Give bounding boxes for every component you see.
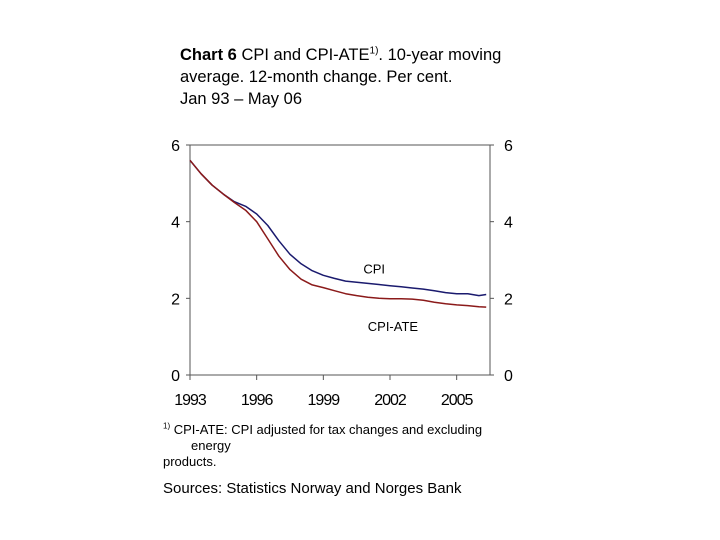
plot-frame xyxy=(189,144,491,376)
y-tick-label-right: 4 xyxy=(504,215,513,232)
series-layer xyxy=(189,159,487,308)
series-line-cpi-ate xyxy=(189,159,487,308)
footnote-text-a: CPI-ATE: CPI adjusted for tax changes an… xyxy=(170,422,483,437)
y-tick-label-right: 0 xyxy=(504,368,513,385)
y-tick-label-left: 2 xyxy=(171,291,180,308)
y-axis-left: 0 2 4 6 xyxy=(171,138,190,385)
series-label: CPI-ATE xyxy=(368,319,419,334)
x-tick-label: 1999 xyxy=(308,392,341,409)
series-line-cpi xyxy=(189,159,487,297)
footnote: 1) CPI-ATE: CPI adjusted for tax changes… xyxy=(163,422,523,470)
chart-number: Chart 6 xyxy=(180,46,237,64)
footnote-marker: 1) xyxy=(163,421,171,431)
chart-title: Chart 6 CPI and CPI-ATE1). 10-year movin… xyxy=(180,44,520,110)
series-label: CPI xyxy=(363,261,385,276)
y-tick-label-left: 4 xyxy=(171,215,180,232)
footnote-text-b: energy xyxy=(191,438,231,453)
y-axis-right: 0 2 4 6 xyxy=(490,138,513,385)
x-tick-label: 1996 xyxy=(241,392,274,409)
y-tick-label-left: 6 xyxy=(171,138,180,155)
y-tick-label-right: 6 xyxy=(504,138,513,155)
y-tick-label-right: 2 xyxy=(504,291,513,308)
sources: Sources: Statistics Norway and Norges Ba… xyxy=(163,480,462,497)
chart-title-text-a: CPI and CPI-ATE xyxy=(236,46,370,64)
x-tick-label: 2005 xyxy=(441,392,474,409)
x-tick-label: 2002 xyxy=(374,392,407,409)
chart-subtitle: Jan 93 – May 06 xyxy=(180,90,302,108)
annotations: CPI CPI-ATE xyxy=(363,261,418,334)
y-tick-label-left: 0 xyxy=(171,368,180,385)
chart-title-text-b: . 10-year moving average. 12-month chang… xyxy=(180,46,502,86)
footnote-text-c: products. xyxy=(163,454,217,469)
chart-title-footnote-marker: 1) xyxy=(369,45,379,57)
x-axis: 1993 1996 1999 2002 2005 xyxy=(174,375,475,409)
x-tick-label: 1993 xyxy=(174,392,207,409)
